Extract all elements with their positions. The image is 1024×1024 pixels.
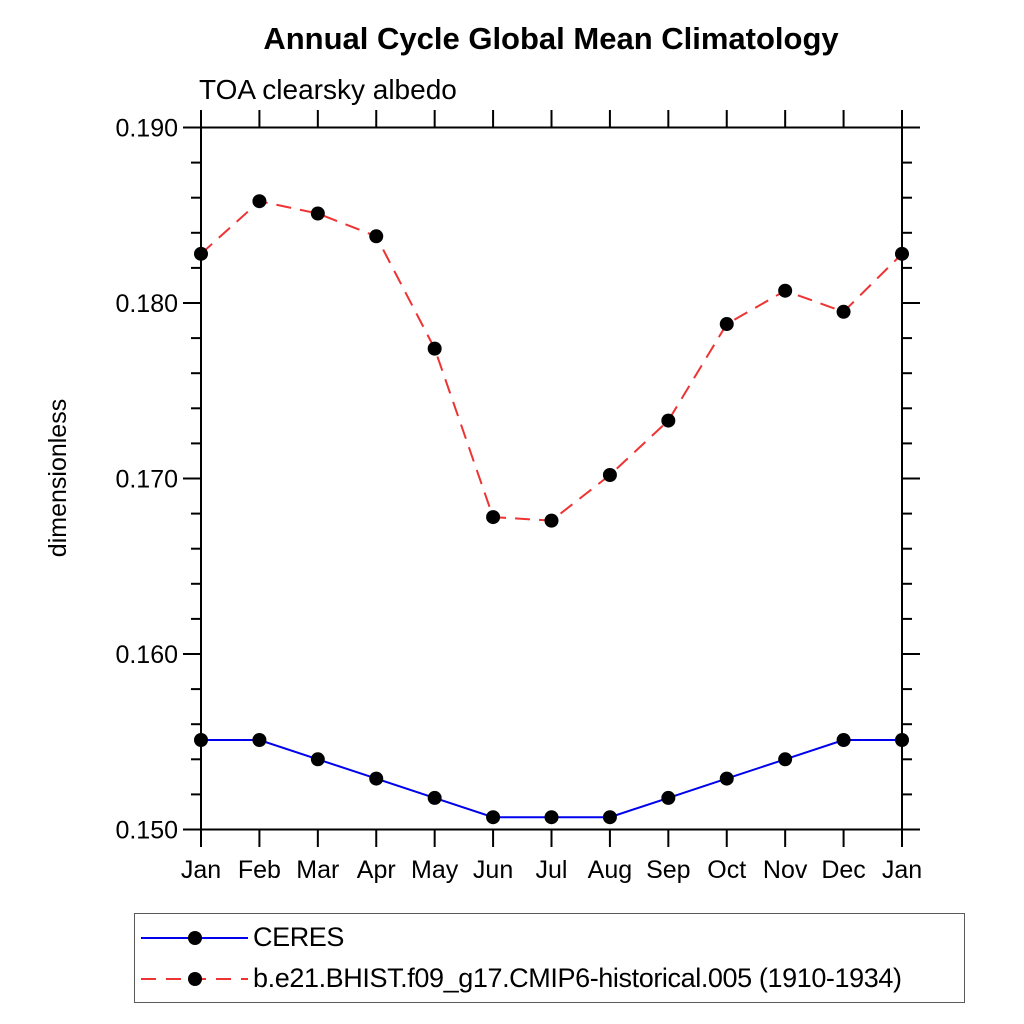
y-tick-label: 0.170	[115, 466, 178, 494]
y-tick-label: 0.190	[115, 115, 178, 143]
data-point-marker-s0	[719, 771, 734, 786]
chart-subtitle: TOA clearsky albedo	[199, 74, 457, 105]
data-point-marker-s0	[486, 810, 501, 825]
x-tick-label: Jun	[473, 856, 513, 884]
data-point-marker-s0	[427, 790, 442, 805]
data-point-marker-s1	[661, 413, 676, 428]
legend-item-0: CERES	[135, 917, 964, 958]
data-point-marker-s0	[895, 732, 909, 747]
x-tick-label: May	[411, 856, 459, 884]
data-point-marker-s1	[252, 194, 267, 209]
axes	[183, 110, 920, 847]
x-tick-label: Mar	[296, 856, 339, 884]
y-axis-label: dimensionless	[44, 399, 72, 557]
x-tick-label: Jan	[181, 856, 221, 884]
data-point-marker-s1	[778, 283, 793, 298]
legend-marker-icon	[188, 930, 202, 945]
data-point-marker-s1	[602, 467, 617, 482]
x-tick-label: Jul	[536, 856, 568, 884]
data-point-marker-s1	[895, 246, 909, 261]
data-point-marker-s0	[544, 810, 559, 825]
data-point-marker-s1	[427, 341, 442, 356]
data-point-marker-s1	[310, 206, 325, 221]
series-line-1	[200, 200, 903, 522]
series-layer	[194, 194, 909, 825]
data-point-marker-s0	[661, 790, 676, 805]
y-tick-label: 0.150	[115, 817, 178, 845]
data-point-marker-s1	[194, 246, 208, 261]
legend-swatch-0	[141, 930, 248, 945]
data-point-marker-s0	[836, 732, 851, 747]
x-tick-label: Dec	[821, 856, 865, 884]
data-point-marker-s0	[252, 732, 267, 747]
data-point-marker-s0	[602, 810, 617, 825]
legend-label-0: CERES	[253, 922, 345, 952]
legend-label-1: b.e21.BHIST.f09_g17.CMIP6-historical.005…	[253, 963, 902, 993]
y-tick-label: 0.160	[115, 641, 178, 669]
legend-item-1: b.e21.BHIST.f09_g17.CMIP6-historical.005…	[135, 958, 964, 999]
x-tick-label: Sep	[646, 856, 690, 884]
legend-marker-icon	[188, 971, 202, 986]
data-point-marker-s1	[486, 510, 501, 525]
x-tick-label: Aug	[588, 856, 632, 884]
x-tick-label: Oct	[707, 856, 746, 884]
chart-title: Annual Cycle Global Mean Climatology	[263, 21, 839, 56]
data-point-marker-s0	[194, 732, 208, 747]
axis-tick-labels: 0.150 0.160 0.170 0.180 0.190 Jan Feb Mar Apr May…	[115, 115, 922, 885]
x-tick-label: Nov	[763, 856, 808, 884]
y-tick-label: 0.180	[115, 290, 178, 318]
x-tick-label: Apr	[357, 856, 396, 884]
legend-box: CERES b.e21.BHIST.f09_g17.CMIP6-historica…	[134, 913, 965, 1003]
x-tick-label: Feb	[238, 856, 281, 884]
data-point-marker-s1	[719, 317, 734, 332]
data-point-marker-s0	[310, 752, 325, 767]
x-tick-label: Jan	[882, 856, 922, 884]
series-line-0	[201, 738, 902, 819]
data-point-marker-s1	[544, 513, 559, 528]
data-point-marker-s1	[369, 229, 384, 244]
data-point-marker-s1	[836, 304, 851, 319]
data-point-marker-s0	[369, 771, 384, 786]
data-point-marker-s0	[778, 752, 793, 767]
legend-swatch-1	[141, 971, 248, 986]
